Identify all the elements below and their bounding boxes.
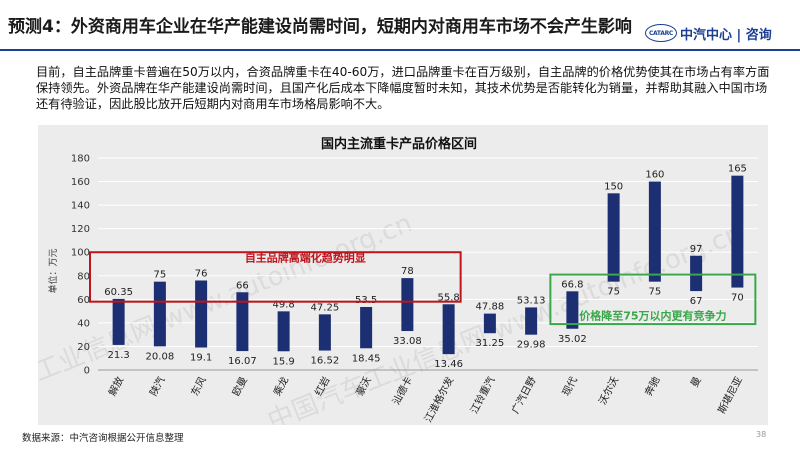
- bar-广汽日野: [525, 307, 538, 335]
- high-label: 49.8: [272, 299, 294, 310]
- catarc-logo-icon: CATARC: [645, 24, 677, 42]
- high-label: 97: [690, 244, 703, 255]
- bar-豪沃: [360, 306, 373, 349]
- low-label: 29.98: [517, 340, 546, 351]
- low-label: 75: [649, 287, 662, 298]
- low-label: 21.3: [107, 350, 129, 361]
- page-title: 预测4：外资商用车企业在华产能建设尚需时间，短期内对商用车市场不会产生影响: [8, 17, 632, 37]
- bar-曼: [690, 255, 703, 292]
- high-label: 160: [645, 170, 664, 181]
- y-tick-label: 40: [77, 318, 90, 329]
- high-label: 66.8: [561, 279, 583, 290]
- low-label: 33.08: [393, 336, 422, 347]
- y-tick-label: 140: [71, 201, 90, 212]
- bar-欧曼: [236, 292, 249, 352]
- high-label: 75: [154, 270, 167, 281]
- low-label: 16.52: [311, 356, 340, 367]
- x-tick-label: 欧曼: [230, 375, 250, 398]
- high-label: 76: [195, 268, 208, 279]
- x-tick-label: 江铃重汽: [467, 374, 497, 415]
- bar-series: [112, 175, 744, 355]
- x-tick-label: 现代: [560, 375, 580, 398]
- page-number: 38: [756, 430, 767, 439]
- left-annotation: 自主品牌高端化趋势明显: [89, 251, 462, 303]
- header: 预测4：外资商用车企业在华产能建设尚需时间，短期内对商用车市场不会产生影响 CA…: [0, 0, 800, 56]
- x-tick-label: 广汽日野: [509, 374, 539, 415]
- y-tick-label: 160: [71, 177, 90, 188]
- right-annotation-box: [549, 273, 757, 326]
- y-tick-label: 80: [77, 271, 90, 282]
- bar-东风: [195, 280, 208, 348]
- bar-奔驰: [648, 181, 661, 282]
- bar-江淮格尔发: [442, 304, 455, 355]
- x-tick-label: 曼: [688, 375, 703, 389]
- x-tick-label: 江淮格尔发: [421, 374, 456, 424]
- low-label: 20.08: [146, 351, 175, 362]
- high-label: 66: [236, 280, 249, 291]
- right-annotation: 价格降至75万以内更有竞争力: [549, 273, 757, 326]
- bar-陕汽: [153, 281, 166, 347]
- high-label: 47.25: [311, 302, 340, 313]
- low-label: 31.25: [476, 338, 505, 349]
- brand-label: 中汽中心 | 咨询: [680, 28, 772, 43]
- low-label: 19.1: [190, 353, 212, 364]
- chart-title: 国内主流重卡产品价格区间: [321, 136, 477, 152]
- high-label: 165: [728, 164, 747, 175]
- x-tick-label: 沃尔沃: [596, 374, 622, 407]
- bar-汕德卡: [401, 278, 414, 332]
- left-annotation-label: 自主品牌高端化趋势明显: [245, 251, 366, 265]
- bar-江铃重汽: [483, 313, 496, 334]
- high-label: 55.8: [437, 292, 459, 303]
- low-label: 18.45: [352, 353, 381, 364]
- low-label: 35.02: [558, 334, 587, 345]
- low-label: 75: [607, 287, 620, 298]
- x-tick-label: 奔驰: [642, 374, 663, 398]
- low-label: 15.9: [272, 356, 294, 367]
- y-tick-label: 20: [77, 342, 90, 353]
- data-labels: 60.35 21.3 75 20.08 76 19.1 66 16.07 49.8 15.9 47.…: [104, 164, 747, 370]
- left-annotation-box: [89, 251, 462, 303]
- low-label: 16.07: [228, 356, 257, 367]
- body-paragraph: 目前，自主品牌重卡普遍在50万以内，合资品牌重卡在40-60万，进口品牌重卡在百…: [36, 65, 770, 111]
- y-tick-label: 100: [71, 248, 90, 259]
- x-tick-label: 陕汽: [147, 374, 168, 398]
- y-axis: 0 20 40 60 80 100 120 140 160 180: [71, 154, 90, 377]
- high-label: 53.5: [355, 295, 377, 306]
- y-tick-label: 180: [71, 154, 90, 165]
- x-axis: 解放 陕汽 东风 欧曼 乘龙 红岩 豪沃 汕德卡 江淮格尔发 江铃重汽 广汽日野 现代 沃尔沃 奔驰曼斯堪…: [105, 374, 745, 424]
- bar-解放: [112, 298, 125, 345]
- bar-斯堪尼亚: [731, 175, 744, 288]
- bar-现代: [566, 291, 579, 329]
- x-tick-label: 乘龙: [270, 374, 291, 398]
- high-label: 60.35: [104, 287, 133, 298]
- x-tick-label: 东风: [188, 374, 209, 398]
- low-label: 70: [731, 293, 744, 304]
- low-label: 13.46: [434, 359, 463, 370]
- high-label: 47.88: [476, 302, 505, 313]
- x-tick-label: 解放: [105, 374, 126, 398]
- high-label: 53.13: [517, 295, 546, 306]
- x-tick-label: 斯堪尼亚: [715, 374, 745, 415]
- chart-panel: 中国汽车工业信息网 www.autoinfo.org.cn 中国汽车工业信息网 w…: [0, 125, 768, 437]
- y-tick-label: 60: [77, 295, 90, 306]
- source-note: 数据来源：中汽咨询根据公开信息整理: [22, 433, 184, 444]
- bar-沃尔沃: [607, 193, 620, 282]
- bar-红岩: [318, 314, 331, 351]
- high-label: 78: [401, 266, 414, 277]
- bar-乘龙: [277, 311, 290, 352]
- y-axis-title: 单位：万元: [47, 248, 59, 293]
- y-tick-label: 120: [71, 224, 90, 235]
- high-label: 150: [604, 181, 623, 192]
- right-annotation-label: 价格降至75万以内更有竞争力: [579, 308, 726, 322]
- y-tick-label: 0: [84, 366, 90, 377]
- header-divider: [0, 49, 800, 51]
- low-label: 67: [690, 296, 703, 307]
